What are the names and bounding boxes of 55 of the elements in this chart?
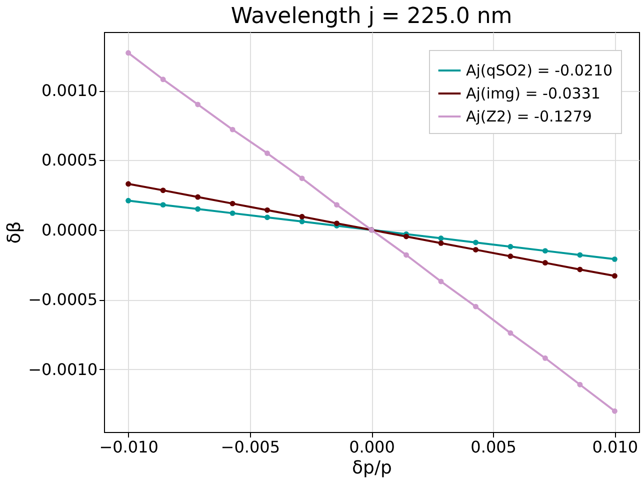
point bbox=[195, 102, 201, 108]
x-tick-label: 0.000 bbox=[349, 438, 395, 456]
y-tick-label: 0.0005 bbox=[42, 150, 98, 170]
point bbox=[612, 256, 618, 262]
point bbox=[542, 248, 548, 254]
x-tick-label: −0.010 bbox=[99, 438, 158, 456]
point bbox=[472, 240, 478, 246]
y-tick-label: −0.0005 bbox=[28, 290, 98, 310]
point bbox=[542, 355, 548, 361]
legend-label: Aj(img) = -0.0331 bbox=[466, 84, 600, 102]
legend-label: Aj(Z2) = -0.1279 bbox=[466, 108, 592, 126]
x-tick-label: −0.005 bbox=[220, 438, 280, 456]
point bbox=[160, 202, 166, 208]
point bbox=[508, 244, 514, 250]
point bbox=[577, 266, 583, 272]
point bbox=[264, 207, 270, 213]
point bbox=[577, 252, 583, 258]
point bbox=[195, 206, 201, 212]
point bbox=[334, 220, 340, 226]
point bbox=[299, 214, 305, 220]
point bbox=[126, 181, 132, 187]
point bbox=[160, 188, 166, 194]
point bbox=[230, 210, 236, 216]
point bbox=[508, 254, 514, 259]
point bbox=[264, 150, 270, 156]
point bbox=[230, 126, 236, 132]
point bbox=[472, 246, 478, 252]
point bbox=[334, 202, 340, 208]
chart-title: Wavelength j = 225.0 nm bbox=[230, 4, 512, 29]
point bbox=[612, 408, 618, 414]
x-tick-label: 0.010 bbox=[592, 438, 638, 456]
y-axis-title: δβ bbox=[4, 221, 26, 244]
point bbox=[612, 273, 618, 279]
point bbox=[230, 200, 236, 206]
point bbox=[472, 304, 478, 310]
point bbox=[195, 194, 201, 200]
x-tick-label: 0.005 bbox=[470, 438, 516, 456]
point bbox=[126, 198, 132, 204]
point bbox=[508, 330, 514, 336]
point bbox=[438, 236, 444, 242]
point bbox=[404, 234, 409, 240]
point bbox=[126, 50, 132, 56]
point bbox=[404, 252, 409, 258]
point bbox=[264, 214, 270, 220]
x-axis-title: δp/p bbox=[352, 458, 392, 478]
point bbox=[160, 76, 166, 82]
point bbox=[438, 278, 444, 284]
y-tick-label: −0.0010 bbox=[28, 360, 98, 379]
y-tick-label: 0.0010 bbox=[42, 81, 98, 100]
legend-label: Aj(qSO2) = -0.0210 bbox=[466, 62, 613, 80]
y-tick-label: 0.0000 bbox=[42, 220, 98, 240]
point bbox=[577, 382, 583, 388]
point bbox=[438, 240, 444, 246]
point bbox=[299, 176, 305, 182]
point bbox=[542, 260, 548, 266]
